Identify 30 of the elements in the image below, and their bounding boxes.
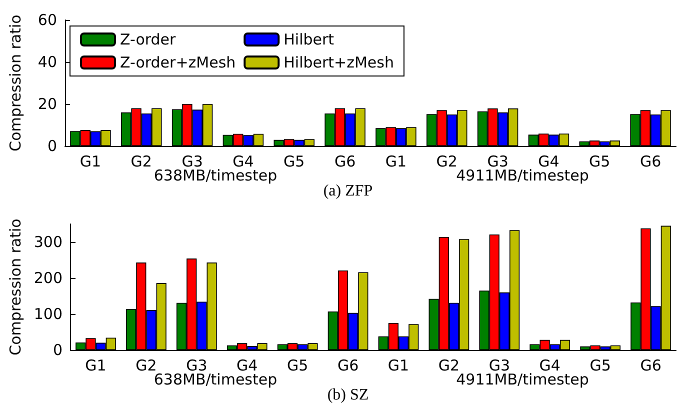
- y-axis-title: Compression ratio: [6, 14, 24, 152]
- y-tick-label: 60: [38, 11, 57, 29]
- y-tick-label: 100: [34, 305, 63, 323]
- y-tick-label: 0: [52, 341, 63, 359]
- x-tick-label: G1: [385, 152, 407, 170]
- x-tick-label: G1: [85, 356, 106, 374]
- x-tick-label: G6: [640, 356, 662, 374]
- y-axis-title: Compression ratio: [6, 218, 24, 356]
- text: (b) SZ: [327, 386, 369, 404]
- x-tick-label: G1: [80, 152, 102, 170]
- x-tick-label: G6: [337, 356, 359, 374]
- text: (a) ZFP: [323, 182, 373, 200]
- y-tick-label: 0: [47, 137, 57, 155]
- legend-label: Z-order+zMesh: [120, 54, 236, 72]
- legend-label: Z-order: [120, 30, 177, 48]
- legend-label: Hilbert+zMesh: [284, 54, 394, 72]
- x-tick-label: G5: [286, 356, 308, 374]
- x-tick-label: G5: [284, 152, 305, 170]
- x-tick-label: G1: [388, 356, 410, 374]
- y-tick-label: 40: [38, 53, 57, 71]
- y-tick-label: 200: [34, 269, 63, 287]
- x-tick-label: G2: [436, 152, 458, 170]
- x-tick-label: G5: [590, 356, 611, 374]
- legend-label: Hilbert: [284, 30, 334, 48]
- x-tick-label: G6: [334, 152, 356, 170]
- y-tick-label: 20: [38, 95, 57, 113]
- x-tick-label: G2: [130, 152, 152, 170]
- x-tick-label: G5: [589, 152, 610, 170]
- x-tick-label: G6: [640, 152, 662, 170]
- y-tick-label: 300: [34, 233, 63, 251]
